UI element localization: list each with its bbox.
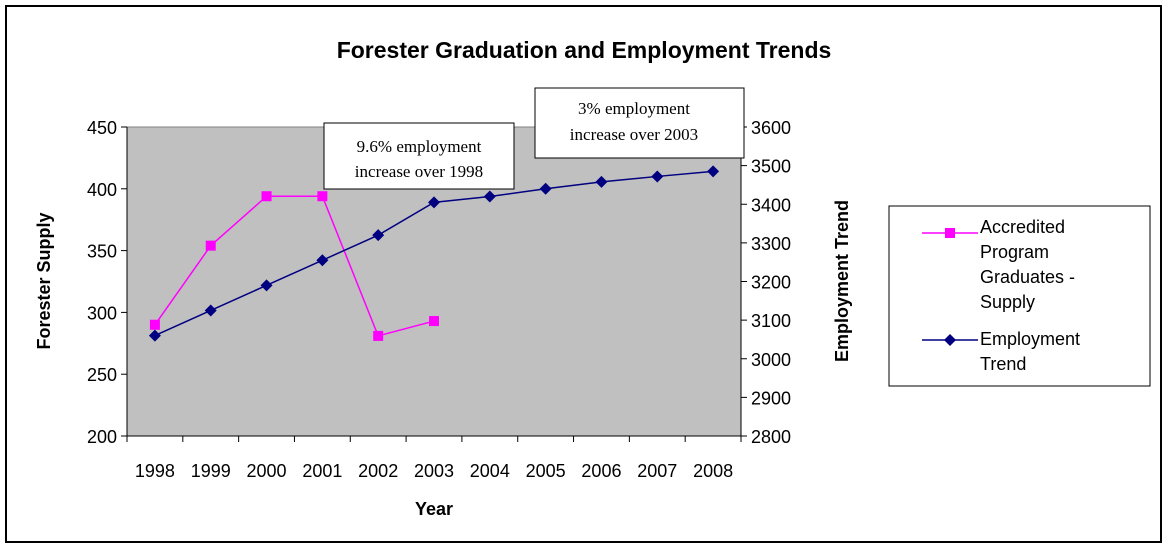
data-point-supply xyxy=(373,330,384,341)
x-tick-label: 2004 xyxy=(470,461,510,481)
annotation-1-line2: increase over 1998 xyxy=(355,162,483,181)
legend-label-employment-line1: Employment xyxy=(980,329,1080,349)
right-axis: 2800 2900 3000 3100 3200 3300 3400 3500 3600 xyxy=(740,118,791,447)
y-tick-label: 350 xyxy=(87,242,117,262)
y2-tick-label: 3500 xyxy=(751,157,791,177)
data-point-employment xyxy=(707,165,720,178)
legend-label-supply-line1: Accredited xyxy=(980,217,1065,237)
x-tick-label: 1998 xyxy=(135,461,175,481)
data-point-supply xyxy=(429,316,439,327)
data-point-supply xyxy=(261,191,272,202)
y2-tick-label: 3000 xyxy=(751,350,791,370)
annotation-2-line2: increase over 2003 xyxy=(570,125,698,144)
data-point-supply xyxy=(317,191,328,202)
data-point-employment xyxy=(651,170,664,183)
y-tick-label: 450 xyxy=(87,118,117,138)
y2-tick-label: 3100 xyxy=(751,311,791,331)
data-point-employment xyxy=(148,329,161,342)
y2-tick-label: 2800 xyxy=(751,427,791,447)
legend-label-supply-line3: Graduates - xyxy=(980,267,1075,287)
legend-marker-employment xyxy=(944,334,956,346)
left-axis: 200 250 300 350 400 450 xyxy=(87,118,128,447)
y2-axis-label: Employment Trend xyxy=(832,200,852,362)
y2-tick-label: 3300 xyxy=(751,234,791,254)
annotation-2-box xyxy=(534,87,745,159)
annotation-1: 9.6% employment increase over 1998 xyxy=(323,122,515,190)
legend: Accredited Program Graduates - Supply Em… xyxy=(888,205,1151,387)
x-tick-label: 2000 xyxy=(247,461,287,481)
y-axis-label: Forester Supply xyxy=(34,212,54,349)
legend-label-supply-line4: Supply xyxy=(980,292,1035,312)
data-point-supply xyxy=(205,240,216,251)
x-tick-label: 2005 xyxy=(526,461,566,481)
data-point-employment xyxy=(316,254,329,267)
data-point-employment xyxy=(260,279,273,292)
x-tick-label: 2007 xyxy=(637,461,677,481)
x-tick-label: 1999 xyxy=(191,461,231,481)
y-tick-label: 400 xyxy=(87,180,117,200)
x-tick-label: 2006 xyxy=(581,461,621,481)
annotation-2-line1: 3% employment xyxy=(578,99,690,118)
data-point-employment xyxy=(372,229,385,242)
x-tick-label: 2001 xyxy=(302,461,342,481)
legend-marker-supply xyxy=(945,228,955,238)
x-axis-label: Year xyxy=(415,499,453,519)
legend-label-employment-line2: Trend xyxy=(980,354,1026,374)
data-point-supply xyxy=(149,319,160,330)
annotation-1-line1: 9.6% employment xyxy=(357,137,482,156)
y2-tick-label: 3600 xyxy=(751,118,791,138)
series-line-supply xyxy=(154,195,435,337)
legend-box xyxy=(888,205,1151,387)
data-point-employment xyxy=(428,196,440,209)
data-point-employment xyxy=(483,190,496,203)
x-tick-label: 2008 xyxy=(693,461,733,481)
x-tick-label: 2003 xyxy=(414,461,454,481)
data-point-employment xyxy=(204,304,217,317)
y-tick-label: 250 xyxy=(87,365,117,385)
y2-tick-label: 3200 xyxy=(751,273,791,293)
y-tick-label: 300 xyxy=(87,303,117,323)
series-layer xyxy=(148,165,720,342)
y-tick-label: 200 xyxy=(87,427,117,447)
y2-tick-label: 3400 xyxy=(751,195,791,215)
annotation-2: 3% employment increase over 2003 xyxy=(534,87,745,159)
chart-title: Forester Graduation and Employment Trend… xyxy=(337,37,832,63)
x-axis: 1998 1999 2000 2001 2002 2003 2004 2005 2006 2007… xyxy=(126,435,742,481)
x-tick-label: 2002 xyxy=(358,461,398,481)
annotation-1-box xyxy=(323,122,515,190)
y2-tick-label: 2900 xyxy=(751,388,791,408)
legend-label-supply-line2: Program xyxy=(980,242,1049,262)
data-point-employment xyxy=(595,175,608,188)
data-point-employment xyxy=(539,182,552,195)
